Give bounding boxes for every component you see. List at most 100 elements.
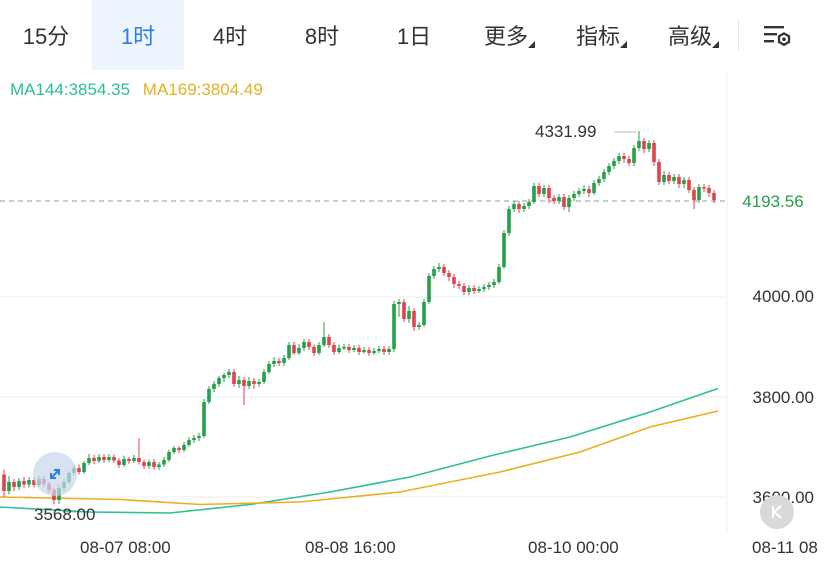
candle <box>442 264 446 276</box>
candle <box>332 342 336 355</box>
low-price-annotation: 3568.00 <box>34 505 96 524</box>
candle <box>422 299 426 327</box>
candle <box>82 461 86 474</box>
candle <box>382 346 386 355</box>
candle <box>377 346 381 353</box>
candle <box>577 188 581 197</box>
candle <box>542 185 546 197</box>
candle <box>642 138 646 153</box>
candle <box>387 346 391 355</box>
ma169-line <box>0 410 719 506</box>
timeframe-tab-label: 高级 <box>667 24 712 49</box>
candle <box>252 378 256 389</box>
candlestick-chart[interactable] <box>0 70 828 532</box>
candle <box>142 459 146 469</box>
time-axis-label: 08-07 08:00 <box>80 538 171 557</box>
candle <box>242 377 246 405</box>
candle <box>287 342 291 360</box>
candle <box>537 183 541 197</box>
candle <box>562 194 566 210</box>
timeframe-tab[interactable]: 1日 <box>368 0 460 70</box>
candle <box>102 454 106 463</box>
timeframe-tab[interactable]: 1时 <box>92 0 184 70</box>
candle <box>77 464 81 475</box>
candle <box>267 361 271 374</box>
candle <box>527 199 531 209</box>
candle <box>612 158 616 169</box>
timeframe-tab[interactable]: 15分 <box>0 0 92 70</box>
candle <box>272 357 276 367</box>
candle <box>312 344 316 356</box>
candle <box>27 477 31 488</box>
candle <box>372 348 376 355</box>
candle <box>492 279 496 288</box>
candle <box>647 140 651 152</box>
candle <box>547 185 551 203</box>
candle <box>692 187 696 209</box>
candle <box>127 457 131 464</box>
candle <box>182 442 186 452</box>
candle <box>292 342 296 355</box>
timeframe-tab[interactable]: 更多 <box>460 0 552 70</box>
candle <box>167 449 171 462</box>
candle <box>392 301 396 352</box>
candle <box>472 285 476 294</box>
candle <box>632 145 636 166</box>
candle <box>362 347 366 354</box>
candle <box>302 339 306 351</box>
candle <box>557 194 561 204</box>
expand-chart-button[interactable] <box>33 452 77 496</box>
timeframe-tab[interactable]: 8时 <box>276 0 368 70</box>
candle <box>227 369 231 378</box>
timeframe-tab[interactable]: 高级 <box>644 0 736 70</box>
timeframe-tab[interactable]: 指标 <box>552 0 644 70</box>
candle <box>257 379 261 387</box>
candle <box>712 190 716 203</box>
candle <box>662 171 666 185</box>
candle <box>702 184 706 192</box>
candle <box>247 377 251 389</box>
candle <box>12 479 16 491</box>
candle <box>357 345 361 355</box>
candle <box>192 435 196 443</box>
candle <box>2 469 6 497</box>
candle <box>162 457 166 467</box>
candle <box>397 299 401 317</box>
candle <box>112 454 116 463</box>
candle <box>437 263 441 272</box>
timeframe-tab-label: 1日 <box>396 24 432 49</box>
price-axis-label: 4000.00 <box>752 287 814 306</box>
candle <box>7 476 11 495</box>
candle <box>602 169 606 182</box>
candle <box>667 172 671 184</box>
candle <box>237 376 241 388</box>
timeframe-tab-label: 4时 <box>212 24 248 49</box>
candle <box>532 183 536 204</box>
candle <box>87 454 91 465</box>
candle <box>342 344 346 350</box>
candle <box>457 281 461 289</box>
candle <box>152 459 156 470</box>
candle <box>567 195 571 212</box>
candle <box>482 284 486 292</box>
candle <box>627 156 631 166</box>
chart-settings-icon[interactable] <box>756 16 796 56</box>
timeframe-tab-label: 8时 <box>304 24 340 49</box>
candle <box>367 347 371 356</box>
dropdown-caret-icon <box>528 41 535 48</box>
candle <box>132 455 136 463</box>
candle <box>177 446 181 453</box>
candle <box>432 266 436 279</box>
candle <box>202 399 206 438</box>
k-letter-icon <box>771 505 782 519</box>
candle <box>462 283 466 295</box>
candle <box>467 285 471 295</box>
kline-mode-button[interactable] <box>760 495 794 529</box>
candle <box>402 299 406 322</box>
expand-arrows-icon <box>50 469 60 479</box>
candle <box>262 369 266 384</box>
timeframe-tab[interactable]: 4时 <box>184 0 276 70</box>
candle <box>417 322 421 330</box>
candle <box>352 345 356 352</box>
candle <box>487 282 491 290</box>
